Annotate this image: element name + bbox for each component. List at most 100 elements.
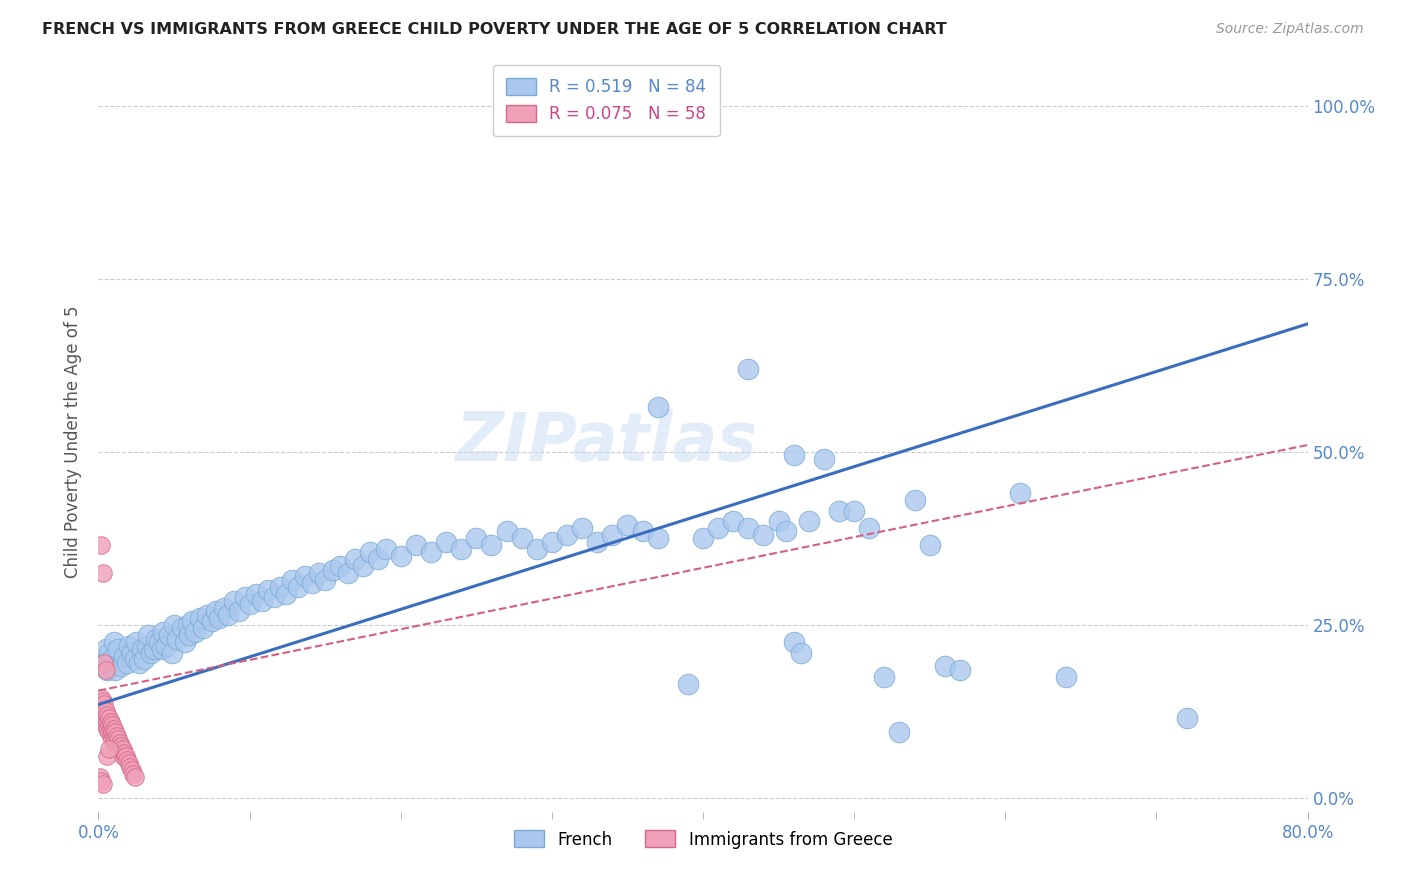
Point	[201, 615, 224, 629]
Point	[103, 735, 125, 749]
Point	[586, 534, 609, 549]
Point	[91, 656, 114, 670]
Point	[150, 642, 173, 657]
Point	[465, 532, 488, 546]
Point	[873, 670, 896, 684]
Point	[1175, 711, 1198, 725]
Point	[108, 735, 131, 749]
Point	[91, 566, 114, 580]
Point	[125, 635, 148, 649]
Point	[281, 573, 304, 587]
Point	[904, 493, 927, 508]
Point	[768, 514, 790, 528]
Point	[934, 659, 956, 673]
Point	[495, 524, 517, 539]
Point	[96, 749, 118, 764]
Point	[89, 770, 111, 784]
Point	[208, 611, 231, 625]
Point	[103, 635, 125, 649]
Point	[162, 646, 184, 660]
Point	[98, 718, 121, 732]
Point	[322, 563, 344, 577]
Point	[163, 618, 186, 632]
Point	[269, 580, 291, 594]
Point	[239, 597, 262, 611]
Point	[360, 545, 382, 559]
Point	[93, 705, 115, 719]
Point	[96, 707, 118, 722]
Legend: French, Immigrants from Greece: French, Immigrants from Greece	[508, 823, 898, 855]
Point	[115, 753, 138, 767]
Point	[96, 722, 118, 736]
Point	[100, 714, 122, 729]
Point	[602, 528, 624, 542]
Point	[103, 729, 125, 743]
Point	[118, 756, 141, 771]
Point	[737, 521, 759, 535]
Point	[100, 729, 122, 743]
Point	[245, 587, 267, 601]
Point	[110, 739, 132, 753]
Point	[103, 722, 125, 736]
Point	[405, 538, 427, 552]
Point	[314, 573, 336, 587]
Point	[90, 705, 112, 719]
Point	[101, 732, 124, 747]
Point	[949, 663, 972, 677]
Point	[212, 600, 235, 615]
Point	[775, 524, 797, 539]
Point	[301, 576, 323, 591]
Point	[631, 524, 654, 539]
Point	[166, 632, 188, 646]
Point	[120, 760, 142, 774]
Point	[647, 400, 669, 414]
Point	[191, 621, 214, 635]
Point	[93, 656, 115, 670]
Point	[647, 532, 669, 546]
Point	[797, 514, 820, 528]
Point	[105, 735, 128, 749]
Point	[188, 611, 211, 625]
Point	[124, 770, 146, 784]
Point	[510, 532, 533, 546]
Point	[287, 580, 309, 594]
Y-axis label: Child Poverty Under the Age of 5: Child Poverty Under the Age of 5	[65, 305, 83, 578]
Point	[143, 642, 166, 657]
Point	[173, 635, 195, 649]
Point	[274, 587, 297, 601]
Point	[105, 729, 128, 743]
Point	[98, 711, 121, 725]
Point	[308, 566, 330, 580]
Point	[676, 676, 699, 690]
Point	[179, 628, 201, 642]
Point	[228, 604, 250, 618]
Point	[790, 646, 813, 660]
Point	[141, 646, 163, 660]
Point	[336, 566, 359, 580]
Point	[420, 545, 443, 559]
Point	[104, 663, 127, 677]
Point	[752, 528, 775, 542]
Point	[256, 583, 278, 598]
Point	[114, 749, 136, 764]
Point	[121, 646, 143, 660]
Point	[98, 725, 121, 739]
Point	[94, 705, 117, 719]
Point	[128, 656, 150, 670]
Point	[344, 552, 367, 566]
Point	[844, 504, 866, 518]
Text: FRENCH VS IMMIGRANTS FROM GREECE CHILD POVERTY UNDER THE AGE OF 5 CORRELATION CH: FRENCH VS IMMIGRANTS FROM GREECE CHILD P…	[42, 22, 946, 37]
Point	[101, 718, 124, 732]
Point	[170, 621, 193, 635]
Text: ZIPatlas: ZIPatlas	[456, 409, 758, 475]
Point	[1010, 486, 1032, 500]
Point	[263, 591, 285, 605]
Point	[115, 656, 138, 670]
Point	[112, 746, 135, 760]
Point	[181, 615, 204, 629]
Point	[91, 701, 114, 715]
Point	[96, 714, 118, 729]
Point	[858, 521, 880, 535]
Point	[450, 541, 472, 556]
Point	[233, 591, 256, 605]
